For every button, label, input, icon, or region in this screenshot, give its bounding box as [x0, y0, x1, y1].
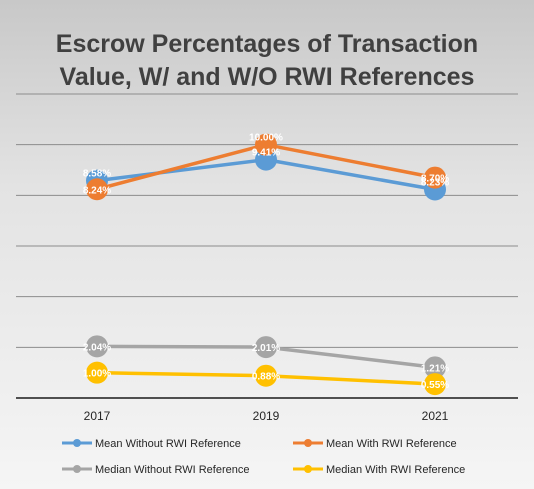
x-tick-label: 2019: [253, 409, 280, 423]
data-point: [255, 364, 277, 387]
data-label: 0.55%: [421, 380, 449, 391]
x-axis: 2017 2019 2021: [16, 397, 518, 423]
data-label: 2.01%: [252, 343, 280, 354]
series-group: [86, 133, 446, 396]
data-point: [255, 133, 277, 156]
x-tick-label: 2021: [422, 409, 449, 423]
data-label: 2.04%: [83, 342, 111, 353]
data-label: 1.00%: [83, 369, 111, 380]
legend: Mean Without RWI Reference Mean With RWI …: [62, 438, 465, 476]
legend-entry: Median With RWI Reference: [326, 464, 465, 476]
legend-entry: Mean Without RWI Reference: [95, 438, 241, 450]
data-point: [86, 178, 108, 201]
data-label: 8.24%: [83, 185, 111, 196]
legend-swatch-marker: [304, 439, 312, 447]
data-point: [424, 356, 446, 379]
legend-swatch-marker: [304, 465, 312, 473]
data-point: [424, 166, 446, 189]
data-label: 9.41%: [252, 148, 280, 159]
chart-title-line-2: Value, W/ and W/O RWI References: [60, 63, 475, 91]
data-point: [86, 361, 108, 384]
legend-entry: Mean With RWI Reference: [326, 438, 457, 450]
legend-swatch-marker: [73, 465, 81, 473]
data-label: 8.58%: [83, 169, 111, 180]
data-label: 0.88%: [252, 372, 280, 383]
x-tick-label: 2017: [84, 409, 111, 423]
chart-title-line-1: Escrow Percentages of Transaction: [56, 30, 478, 58]
data-point: [86, 335, 108, 358]
data-label: 8.70%: [421, 174, 449, 185]
data-label: 8.23%: [421, 178, 449, 189]
data-label: 10.00%: [249, 133, 283, 144]
data-labels: 8.58% 9.41% 8.23% 8.24% 10.00% 8.70% 2.04% 2.01…: [83, 133, 449, 391]
legend-entry: Median Without RWI Reference: [95, 464, 249, 476]
data-point: [424, 373, 446, 396]
legend-swatch-marker: [73, 439, 81, 447]
data-label: 1.21%: [421, 363, 449, 374]
data-point: [255, 336, 277, 359]
